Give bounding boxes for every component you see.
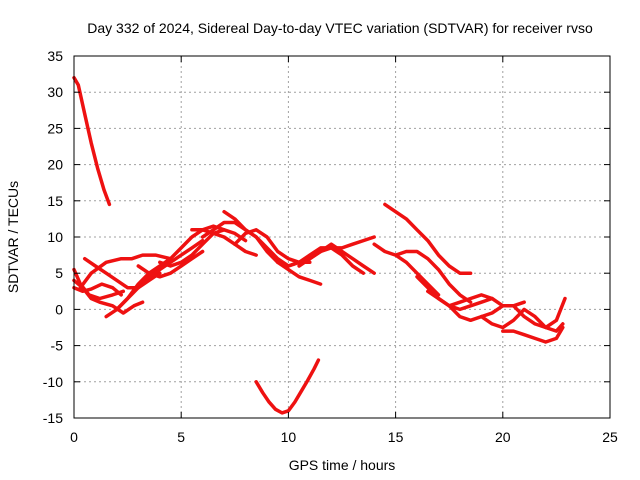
y-axis-title: SDTVAR / TECUs xyxy=(5,181,21,293)
series-line-track-09 xyxy=(136,249,205,279)
series-line-track-04 xyxy=(72,278,145,315)
y-tick-label: 0 xyxy=(55,301,63,317)
series-line-track-02 xyxy=(72,267,126,301)
series-line-track-23 xyxy=(426,289,505,323)
series-line-track-26 xyxy=(501,325,565,344)
y-tick-label: 35 xyxy=(47,48,63,64)
series-line-track-21 xyxy=(393,249,473,304)
series-line-track-08 xyxy=(115,224,226,312)
y-tick-label: 25 xyxy=(47,120,63,136)
series-line-track-16 xyxy=(286,242,376,275)
series-line-track-01 xyxy=(72,75,112,207)
series-line-track-06 xyxy=(82,256,162,290)
series-line-track-03 xyxy=(72,282,123,297)
series-line-track-10 xyxy=(158,228,248,268)
axis-ticks: 0 5 10 15 20 25 -15 -10 -5 0 5 10 15 20 25 30 35 xyxy=(43,48,618,445)
series-line-track-27 xyxy=(511,296,567,330)
x-tick-label: 5 xyxy=(177,429,185,445)
series-line-track-17 xyxy=(297,246,366,275)
series-line-track-24 xyxy=(447,293,526,308)
x-tick-label: 10 xyxy=(281,429,297,445)
chart-title: Day 332 of 2024, Sidereal Day-to-day VTE… xyxy=(87,20,593,36)
y-tick-label: -5 xyxy=(51,338,64,354)
series-line-track-19 xyxy=(383,202,473,275)
series-line-track-25 xyxy=(479,307,565,333)
series-line-track-11 xyxy=(190,228,258,257)
series-line-track-13 xyxy=(222,209,323,286)
y-tick-label: -15 xyxy=(43,410,63,426)
x-tick-label: 20 xyxy=(495,429,511,445)
x-tick-label: 25 xyxy=(602,429,618,445)
x-tick-label: 0 xyxy=(70,429,78,445)
series-line-track-20 xyxy=(372,242,441,297)
y-tick-label: 20 xyxy=(47,157,63,173)
series-line-track-18 xyxy=(254,358,321,415)
series-line-track-22 xyxy=(415,275,494,312)
x-axis-title: GPS time / hours xyxy=(289,457,396,473)
x-tick-label: 15 xyxy=(388,429,404,445)
y-tick-label: 10 xyxy=(47,229,63,245)
series-line-track-05 xyxy=(78,253,173,290)
grid xyxy=(74,56,610,418)
y-tick-label: 30 xyxy=(47,84,63,100)
y-tick-label: 15 xyxy=(47,193,63,209)
series-group xyxy=(72,75,567,415)
y-tick-label: 5 xyxy=(55,265,63,281)
y-tick-label: -10 xyxy=(43,374,63,390)
